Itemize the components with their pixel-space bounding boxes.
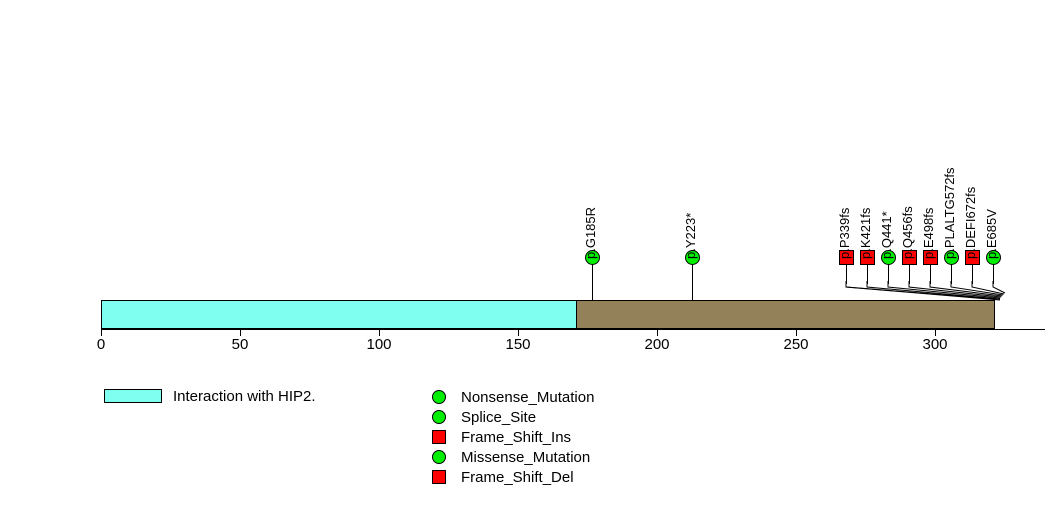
- legend-label-missense-mutation: Missense_Mutation: [461, 449, 591, 466]
- legend-swatch-splice-site: [432, 410, 446, 424]
- lollipop-stem: [909, 262, 910, 284]
- mutation-label: p.Q456fs: [900, 206, 915, 259]
- lollipop-stem: [888, 262, 889, 284]
- lollipop-stem: [692, 262, 693, 300]
- lollipop-stem: [846, 262, 847, 284]
- mutation-label: p.DEFI672fs: [963, 186, 978, 259]
- axis-tick-label: 150: [505, 336, 531, 353]
- axis-tick-label: 100: [366, 336, 392, 353]
- mutation-marker-nonsense[interactable]: [881, 250, 896, 265]
- mutation-label: p.P339fs: [837, 207, 852, 259]
- lollipop-stem: [972, 262, 973, 284]
- mutation-label: p.E685V: [984, 209, 999, 259]
- axis-tick: [657, 329, 658, 336]
- legend-label-splice-site: Splice_Site: [461, 409, 537, 426]
- axis-tick: [240, 329, 241, 336]
- mutation-label: p.Y223*: [683, 212, 698, 259]
- mutation-marker-splicesite[interactable]: [944, 250, 959, 265]
- legend-label-frame-shift-del: Frame_Shift_Del: [461, 469, 574, 486]
- axis-tick: [518, 329, 519, 336]
- mutation-marker-missense[interactable]: [585, 250, 600, 265]
- axis-tick: [935, 329, 936, 336]
- legend-label-nonsense-mutation: Nonsense_Mutation: [461, 389, 595, 406]
- mutation-marker-nonsense[interactable]: [685, 250, 700, 265]
- legend-swatch-frame-shift-ins: [432, 430, 446, 444]
- mutation-marker-frameshiftdel[interactable]: [902, 250, 917, 265]
- axis-tick: [796, 329, 797, 336]
- legend-swatch-missense-mutation: [432, 450, 446, 464]
- axis-tick: [101, 329, 102, 336]
- axis-tick-label: 50: [231, 336, 249, 353]
- axis-tick-label: 250: [783, 336, 809, 353]
- mutation-marker-frameshiftdel[interactable]: [860, 250, 875, 265]
- mutation-marker-missense[interactable]: [986, 250, 1001, 265]
- lollipop-stem: [930, 262, 931, 284]
- mutation-marker-frameshiftins[interactable]: [923, 250, 938, 265]
- protein-backbone: [576, 300, 995, 329]
- axis-tick-label: 0: [96, 336, 106, 353]
- mutation-label: p.K421fs: [858, 207, 873, 259]
- lollipop-stem: [951, 262, 952, 284]
- mutation-label: p.E498fs: [921, 207, 936, 259]
- mutation-label: p.G185R: [583, 206, 598, 259]
- legend-label-frame-shift-ins: Frame_Shift_Ins: [461, 429, 572, 446]
- axis-tick-label: 200: [644, 336, 670, 353]
- lollipop-stem: [867, 262, 868, 284]
- axis-line: [101, 329, 1045, 330]
- mutation-label: p.PLALTG572fs: [942, 167, 957, 259]
- lollipop-stem: [993, 262, 994, 284]
- axis-tick-label: 300: [922, 336, 948, 353]
- legend-swatch-nonsense-mutation: [432, 390, 446, 404]
- mutation-marker-frameshiftdel[interactable]: [965, 250, 980, 265]
- legend-label-domain: Interaction with HIP2.: [173, 388, 316, 405]
- mutation-label: p.Q441*: [879, 211, 894, 259]
- domain-interaction-hip2: [101, 300, 577, 329]
- lollipop-stem: [592, 262, 593, 300]
- legend-swatch-domain: [104, 389, 162, 403]
- axis-tick: [379, 329, 380, 336]
- legend-swatch-frame-shift-del: [432, 470, 446, 484]
- mutation-marker-frameshiftdel[interactable]: [839, 250, 854, 265]
